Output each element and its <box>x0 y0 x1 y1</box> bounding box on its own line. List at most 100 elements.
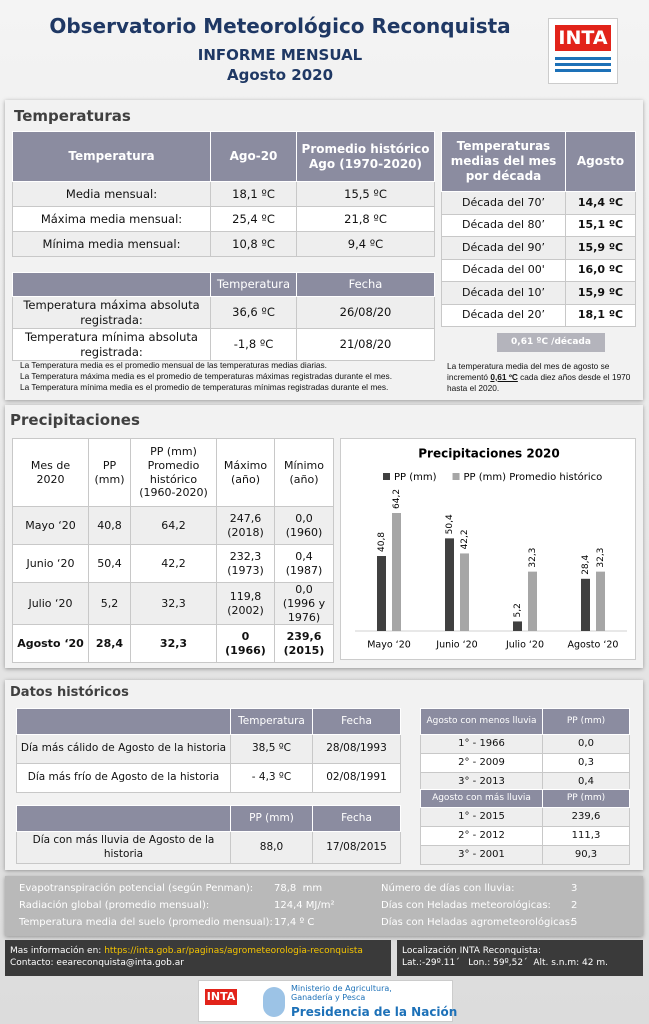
header-cell: Agosto <box>565 131 636 192</box>
header-row: Temperatura Fecha <box>12 272 435 297</box>
cell: 232,3 (1973) <box>216 544 275 583</box>
header-cell: Fecha <box>296 272 435 297</box>
cell: 5,2 <box>88 581 131 626</box>
summary-label: Evapotranspiración potencial (según Penm… <box>19 883 254 894</box>
header-row: Mes de 2020 PP (mm) PP (mm) Promedio histó… <box>12 438 334 507</box>
header-cell: Temperatura <box>210 272 297 297</box>
header-cell: Fecha <box>312 805 401 832</box>
contact: Contacto: eeareconquista@inta.gob.ar <box>10 958 184 969</box>
cell: Década del 80’ <box>441 213 566 237</box>
row: Década del 70’ 14,4 ºC <box>441 191 636 215</box>
cell: 15,1 ºC <box>565 213 636 237</box>
summary-label: Temperatura media del suelo (promedio me… <box>19 917 273 928</box>
row: Julio ‘20 5,2 32,3 119,8 (2002) 0,0 (1996 y … <box>12 581 334 626</box>
row: Día con más lluvia de Agosto de la histo… <box>16 831 401 864</box>
cell: Junio ‘20 <box>12 544 89 583</box>
cell: 88,0 <box>230 831 313 864</box>
row: 3° - 2001 90,3 <box>420 845 630 865</box>
cell: Mínima media mensual: <box>12 231 211 257</box>
trend-note: La temperatura media del mes de agosto s… <box>447 361 637 393</box>
cell: 1° - 2015 <box>420 807 543 827</box>
header-row: Agosto con más lluvia PP (mm) <box>420 789 630 808</box>
header-cell <box>12 272 211 297</box>
text: cada diez años desde el 1970 hasta el 20… <box>447 371 631 393</box>
highlight: 0,61 ºC <box>490 371 518 382</box>
summary-label: Días con Heladas meteorológicas: <box>381 900 551 911</box>
cell: 9,4 ºC <box>296 231 435 257</box>
bar <box>581 578 590 631</box>
bar <box>513 621 522 631</box>
cell: 90,3 <box>542 845 630 865</box>
cell: 10,8 ºC <box>210 231 297 257</box>
cell: 21/08/20 <box>296 328 435 361</box>
value-label: 64,2 <box>392 489 402 509</box>
link[interactable]: https://inta.gob.ar/paginas/agrometeorol… <box>104 946 363 956</box>
cell: Temperatura máxima absoluta registrada: <box>12 296 211 329</box>
bar <box>528 571 537 631</box>
value-label: 5,2 <box>513 603 523 617</box>
header-cell: PP (mm) <box>230 805 313 832</box>
cell: 42,2 <box>130 544 217 583</box>
row: Mínima media mensual: 10,8 ºC 9,4 ºC <box>12 231 435 257</box>
cell: 18,1 ºC <box>565 303 636 327</box>
summary: Evapotranspiración potencial (según Penm… <box>5 876 643 936</box>
cell: 239,6 (2015) <box>274 624 334 664</box>
chart: Precipitaciones 2020 PP (mm) PP (mm) Prom… <box>340 438 636 660</box>
footer-location: Localización INTA Reconquista: Lat.:-29º… <box>397 940 643 976</box>
cell: 18,1 ºC <box>210 181 297 207</box>
cell: 0,0 (1996 y 1976) <box>274 581 334 626</box>
cell: 1° - 1966 <box>420 734 543 754</box>
value-label: 32,3 <box>596 548 606 568</box>
cell: 239,6 <box>542 807 630 827</box>
value-label: 40,8 <box>377 532 387 552</box>
row: Década del 10’ 15,9 ºC <box>441 281 636 305</box>
legend-label: PP (mm) Promedio histórico <box>464 471 603 483</box>
cell: 38,5 ºC <box>230 734 313 764</box>
summary-label: Número de días con lluvia: <box>381 883 515 894</box>
notes: La Temperatura media es el promedio mens… <box>20 360 440 392</box>
header-cell: Promedio histórico Ago (1970-2020) <box>296 131 435 182</box>
header-cell: Agosto con más lluvia <box>420 789 543 808</box>
header-cell: Temperaturas medias del mes por década <box>441 131 566 192</box>
cell: 36,6 ºC <box>210 296 297 329</box>
legend-label: PP (mm) <box>394 472 437 483</box>
chart-title: Precipitaciones 2020 <box>418 447 560 461</box>
bar <box>460 553 469 631</box>
cell: Mayo ‘20 <box>12 506 89 545</box>
cell: 15,9 ºC <box>565 281 636 305</box>
row: 1° - 1966 0,0 <box>420 734 630 754</box>
logo: INTA <box>555 25 611 51</box>
summary-label: Días con Heladas agrometeorológicas: <box>381 917 574 928</box>
cell: Día más frío de Agosto de la historia <box>16 763 231 793</box>
logos: INTA Ministerio de Agricultura, Ganaderí… <box>198 980 457 1022</box>
cell: 28/08/1993 <box>312 734 401 764</box>
summary-label: Radiación global (promedio mensual): <box>19 900 210 911</box>
value-label: 42,2 <box>460 529 470 549</box>
summary-value: 78,8 mm <box>274 883 323 894</box>
logo-box: INTA <box>548 18 618 84</box>
row: Máxima media mensual: 25,4 ºC 21,8 ºC <box>12 206 435 232</box>
row: Mayo ‘20 40,8 64,2 247,6 (2018) 0,0 (1960) <box>12 506 334 545</box>
location-title: Localización INTA Reconquista: <box>402 946 542 956</box>
header-row: Temperatura Ago-20 Promedio histórico Ago … <box>12 131 435 182</box>
header-cell: Máximo (año) <box>216 438 275 507</box>
cell: 2° - 2012 <box>420 826 543 846</box>
header-cell: PP (mm) <box>542 789 630 808</box>
trend-badge: 0,61 ºC /década <box>497 333 605 352</box>
cell: 17/08/2015 <box>312 831 401 864</box>
data-table: Temperatura Fecha Día más cálido de Agosto… <box>16 708 401 793</box>
note: La Temperatura máxima media es el promed… <box>20 370 392 381</box>
period: Agosto 2020 <box>226 66 334 84</box>
cell: Década del 90’ <box>441 236 566 260</box>
row: Agosto ‘20 28,4 32,3 0 (1966) 239,6 (2015) <box>12 624 334 664</box>
cell: 50,4 <box>88 544 131 583</box>
bar <box>392 513 401 631</box>
header-cell <box>16 708 231 735</box>
location: Lat.:-29º.11´ Lon.: 59º,52´ Alt. s.n.m: … <box>402 958 608 969</box>
value-label: 50,4 <box>445 514 455 534</box>
header-cell: Temperatura <box>12 131 211 182</box>
cell: Década del 70’ <box>441 191 566 215</box>
legend-swatch <box>383 473 390 480</box>
header-cell: Mes de 2020 <box>12 438 89 507</box>
